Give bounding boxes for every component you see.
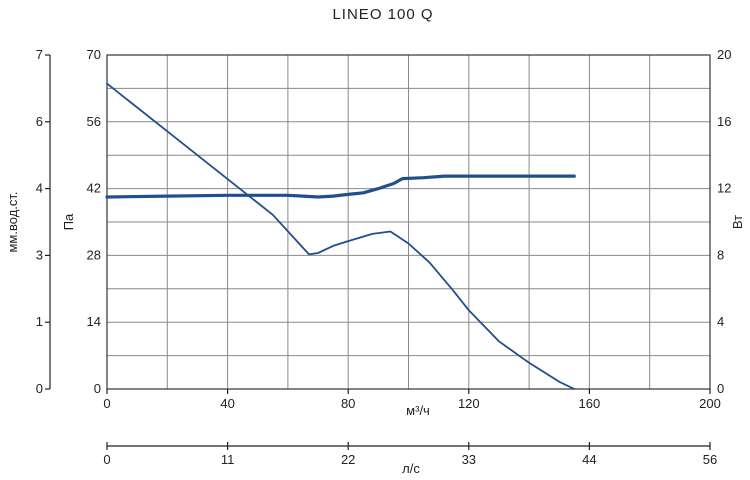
x2-tick-label: 0 xyxy=(103,452,110,467)
x-axis-label: м³/ч xyxy=(406,403,430,418)
y-w-tick-label: 20 xyxy=(717,47,731,62)
y-axis-label-mm: мм.вод.ст. xyxy=(5,191,20,252)
x2-tick-label: 11 xyxy=(221,452,235,467)
y-w-tick-label: 0 xyxy=(717,381,724,396)
x2-tick-label: 33 xyxy=(462,452,476,467)
y-mm-tick-label: 4 xyxy=(36,181,43,196)
plot-frame xyxy=(106,54,711,390)
y-mm-tick-label: 3 xyxy=(36,247,43,262)
y-mm-tick-label: 1 xyxy=(36,314,43,329)
y-axis-label-pa: Па xyxy=(61,213,76,230)
x-tick-label: 200 xyxy=(699,396,721,411)
x-tick-label: 0 xyxy=(103,396,110,411)
y-pa-tick-label: 14 xyxy=(87,314,101,329)
x-tick-label: 120 xyxy=(458,396,480,411)
y-w-tick-label: 12 xyxy=(717,181,731,196)
y-mm-tick-label: 0 xyxy=(36,381,43,396)
x2-tick-label: 44 xyxy=(582,452,596,467)
y-pa-tick-label: 42 xyxy=(87,181,101,196)
x2-axis-label: л/с xyxy=(402,461,420,476)
grid xyxy=(107,55,710,389)
y-pa-tick-label: 70 xyxy=(87,47,101,62)
y-pa-tick-label: 28 xyxy=(87,247,101,262)
x-tick-label: 160 xyxy=(579,396,601,411)
y-w-tick-label: 16 xyxy=(717,114,731,129)
y-w-tick-label: 4 xyxy=(717,314,724,329)
y-mm-tick-label: 6 xyxy=(36,114,43,129)
y-pa-tick-label: 56 xyxy=(87,114,101,129)
x2-tick-label: 22 xyxy=(341,452,355,467)
series xyxy=(105,82,576,390)
y-mm-tick-label: 7 xyxy=(36,47,43,62)
x-tick-label: 80 xyxy=(341,396,355,411)
y-w-tick-label: 8 xyxy=(717,247,724,262)
chart-title: LINEO 100 Q xyxy=(332,6,433,23)
y-axis-label-w: Вт xyxy=(730,215,745,229)
x2-tick-label: 56 xyxy=(703,452,717,467)
power-curve-line xyxy=(105,174,576,199)
y-pa-tick-label: 0 xyxy=(94,381,101,396)
pressure-curve-line xyxy=(106,82,576,390)
x-tick-label: 40 xyxy=(220,396,234,411)
